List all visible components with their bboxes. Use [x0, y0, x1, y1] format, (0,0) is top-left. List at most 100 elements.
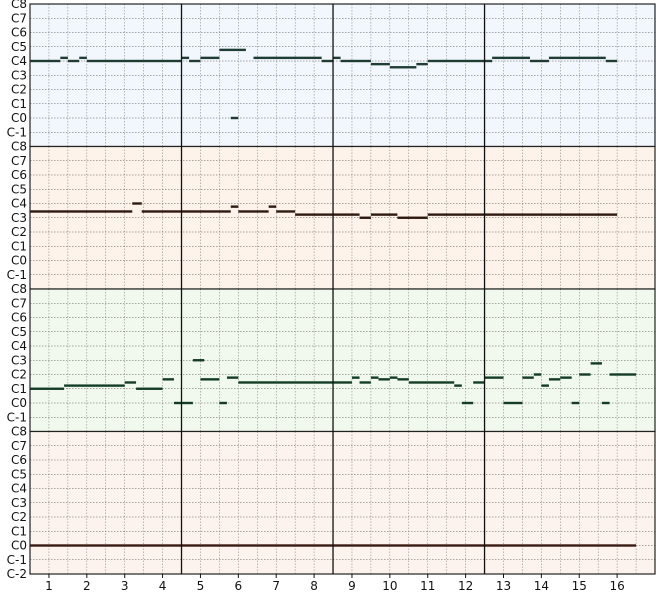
- pitch-label: C1: [11, 524, 27, 538]
- track-3-note: [173, 401, 193, 405]
- pitch-label: C-1: [7, 125, 27, 139]
- pitch-label: C2: [11, 225, 27, 239]
- measure-label: 4: [159, 579, 167, 593]
- track-3-note: [571, 401, 580, 405]
- pitch-label: C8: [11, 425, 27, 439]
- track-3-note: [238, 381, 352, 384]
- track-3-note: [484, 376, 504, 379]
- track-1-note: [60, 56, 68, 60]
- track-1-note: [200, 56, 220, 60]
- pitch-label: C0: [11, 254, 27, 268]
- track-3-note: [560, 376, 572, 379]
- track-1-note: [492, 56, 530, 60]
- track-1-note: [189, 59, 201, 63]
- measure-label: 16: [609, 579, 624, 593]
- measure-label: 14: [534, 579, 549, 593]
- track-1-note: [427, 59, 493, 63]
- pitch-label: C7: [11, 11, 27, 25]
- track-1-note: [219, 48, 246, 52]
- measure-label: 13: [496, 579, 511, 593]
- pitch-label: C-1: [7, 410, 27, 424]
- pitch-label: C1: [11, 239, 27, 253]
- track-1-note: [79, 56, 87, 60]
- track-3-note: [397, 378, 409, 381]
- measure-label: 1: [45, 579, 53, 593]
- measure-label: 11: [420, 579, 435, 593]
- pitch-label: C0: [11, 111, 27, 125]
- track-4-border: [29, 430, 656, 575]
- track-1-note: [67, 59, 80, 63]
- track-1-note: [548, 56, 606, 60]
- track-1-note: [86, 59, 182, 63]
- pitch-label: C7: [11, 439, 27, 453]
- track-2-note: [238, 210, 269, 213]
- pitch-label: C6: [11, 168, 27, 182]
- pitch-label: C8: [11, 0, 27, 11]
- track-3-note: [359, 381, 371, 384]
- track-3-note: [522, 376, 534, 379]
- track-1-note: [181, 56, 190, 60]
- pitch-label: C6: [11, 311, 27, 325]
- pitch-label: C2: [11, 368, 27, 382]
- pitch-label: C5: [11, 467, 27, 481]
- track-3-note: [370, 376, 379, 379]
- pitch-label: C4: [11, 197, 27, 211]
- pitch-label: C7: [11, 296, 27, 310]
- pitch-label: C6: [11, 453, 27, 467]
- track-3-note: [124, 381, 137, 384]
- pitch-label: C4: [11, 482, 27, 496]
- track-3-note: [533, 373, 542, 376]
- track-1-note: [530, 59, 549, 63]
- track-3-note: [378, 378, 390, 381]
- pitch-label: C-2: [7, 567, 27, 581]
- measure-label: 7: [272, 579, 280, 593]
- track-3-note: [579, 373, 591, 376]
- track-3-note: [609, 373, 637, 376]
- track-1-note: [389, 66, 417, 69]
- track-3-note: [162, 378, 174, 381]
- track-3-note: [541, 384, 549, 387]
- track-3-note: [408, 381, 455, 384]
- track-3-note: [601, 401, 610, 405]
- track-1-note: [416, 62, 428, 66]
- pitch-label: C1: [11, 382, 27, 396]
- pitch-label: C3: [11, 68, 27, 82]
- pitch-label: C5: [11, 182, 27, 196]
- track-2-note: [295, 213, 360, 216]
- track-1-note: [605, 59, 618, 63]
- track-3-note: [351, 376, 360, 379]
- track-2-note: [397, 216, 428, 219]
- pitch-label: C5: [11, 40, 27, 54]
- track-2-note: [359, 216, 371, 219]
- pitch-label: C-1: [7, 553, 27, 567]
- measure-label: 9: [348, 579, 356, 593]
- pitch-label: C2: [11, 510, 27, 524]
- track-2-note: [132, 202, 142, 205]
- track-3-note: [200, 378, 220, 381]
- measure-label: 6: [235, 579, 243, 593]
- measure-label: 3: [121, 579, 129, 593]
- track-3-note: [30, 387, 65, 390]
- track-2-note: [268, 205, 277, 208]
- pitch-label: C0: [11, 396, 27, 410]
- pitch-label: C8: [11, 282, 27, 296]
- track-1-note: [370, 62, 390, 66]
- track-3-note: [461, 401, 474, 405]
- measure-label: 5: [197, 579, 205, 593]
- track-3-note: [64, 384, 125, 387]
- pitch-label: C3: [11, 211, 27, 225]
- measure-label: 2: [83, 579, 91, 593]
- pitch-label: C1: [11, 97, 27, 111]
- pitch-label: C4: [11, 54, 27, 68]
- track-3-note: [389, 376, 398, 379]
- track-3-note: [226, 376, 239, 379]
- measure-label: 12: [458, 579, 473, 593]
- track-2-note: [230, 205, 239, 208]
- measure-label: 15: [572, 579, 587, 593]
- track-1-note: [253, 56, 322, 60]
- track-3-note: [219, 401, 227, 405]
- track-2-note: [276, 210, 296, 213]
- track-3-note: [590, 362, 602, 365]
- track-1-note: [230, 116, 239, 120]
